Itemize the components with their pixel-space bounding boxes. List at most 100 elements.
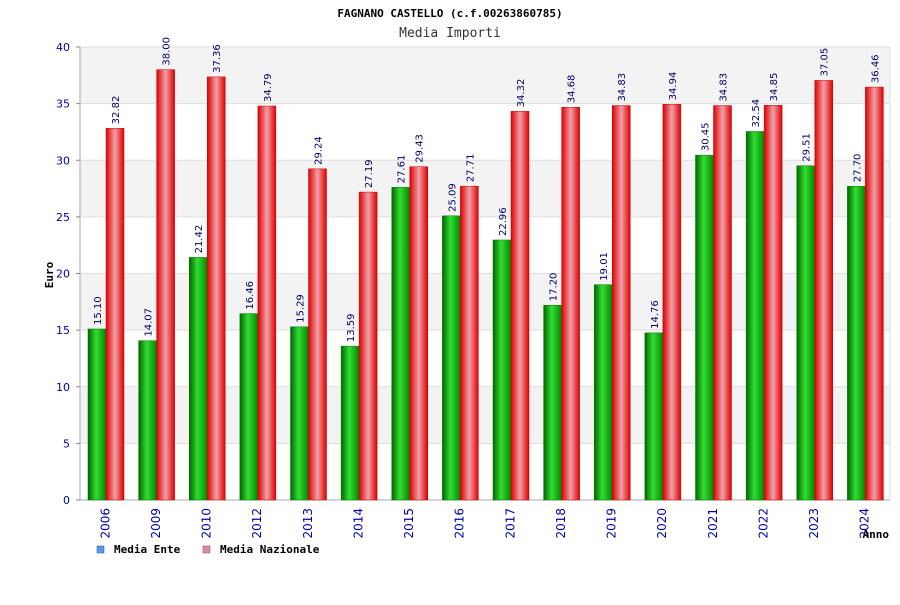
y-tick-label: 20 <box>56 268 70 281</box>
x-tick-label-2012: 2012 <box>250 508 264 539</box>
value-label-ente-2015: 27.61 <box>397 155 408 184</box>
bar-ente-2023 <box>796 165 815 501</box>
value-label-ente-2019: 19.01 <box>599 252 610 281</box>
value-label-nazionale-2020: 34.94 <box>668 72 679 101</box>
bar-ente-2009 <box>138 340 157 501</box>
value-label-ente-2006: 15.10 <box>93 296 104 325</box>
y-tick-label: 30 <box>56 154 70 167</box>
value-label-ente-2023: 29.51 <box>802 133 813 162</box>
bar-ente-2021 <box>695 154 714 501</box>
y-tick-label: 25 <box>56 211 70 224</box>
bar-nazionale-2024 <box>865 86 884 501</box>
value-label-nazionale-2006: 32.82 <box>111 96 122 125</box>
legend-swatch-media-nazionale <box>202 545 211 554</box>
value-label-nazionale-2016: 27.71 <box>465 154 476 183</box>
legend: Media Ente Media Nazionale <box>96 543 320 556</box>
bar-ente-2020 <box>644 332 664 501</box>
y-tick-label: 10 <box>56 381 70 394</box>
x-axis-label: Anno <box>863 528 890 541</box>
value-label-nazionale-2009: 38.00 <box>162 37 173 66</box>
value-labels: 15.10 32.82 14.07 38.00 21.42 37.36 16.46 34.79… <box>93 37 881 342</box>
value-label-ente-2017: 22.96 <box>498 207 509 236</box>
y-tick-label: 0 <box>63 494 70 507</box>
bar-ente-2010 <box>189 257 208 501</box>
value-label-ente-2021: 30.45 <box>701 123 712 152</box>
bar-nazionale-2012 <box>257 105 277 501</box>
y-ticks: 0 5 10 15 20 25 30 35 40 <box>56 41 80 507</box>
bar-nazionale-2023 <box>814 80 833 501</box>
bar-ente-2013 <box>290 326 309 501</box>
bar-nazionale-2006 <box>105 128 125 501</box>
bars <box>87 69 884 501</box>
x-tick-label-2020: 2020 <box>655 508 669 539</box>
value-label-nazionale-2017: 34.32 <box>516 79 527 108</box>
y-tick-label: 5 <box>63 437 70 450</box>
bar-nazionale-2016 <box>460 185 479 501</box>
x-tick-label-2023: 2023 <box>807 508 821 539</box>
x-tick-label-2013: 2013 <box>301 508 315 539</box>
value-label-nazionale-2012: 34.79 <box>263 73 274 102</box>
bar-ente-2015 <box>391 187 410 501</box>
value-label-nazionale-2015: 29.43 <box>415 134 426 163</box>
x-tick-label-2015: 2015 <box>402 508 416 539</box>
legend-swatch-media-ente <box>96 545 105 554</box>
bar-ente-2022 <box>745 131 765 501</box>
x-tick-label-2016: 2016 <box>453 508 467 539</box>
x-tick-label-2010: 2010 <box>200 508 214 539</box>
value-label-ente-2020: 14.76 <box>650 300 661 329</box>
x-tick-label-2022: 2022 <box>756 508 770 539</box>
value-label-ente-2010: 21.42 <box>194 225 205 254</box>
x-tick-label-2021: 2021 <box>706 508 720 539</box>
value-label-nazionale-2021: 34.83 <box>719 73 730 102</box>
bar-nazionale-2010 <box>207 76 226 501</box>
bar-ente-2024 <box>847 186 866 501</box>
value-label-ente-2022: 32.54 <box>751 99 762 128</box>
bar-ente-2006 <box>87 328 107 501</box>
bar-nazionale-2020 <box>662 104 682 501</box>
chart-title: FAGNANO CASTELLO (c.f.00263860785) <box>337 7 562 20</box>
bar-ente-2018 <box>543 304 562 501</box>
legend-label-media-nazionale: Media Nazionale <box>220 543 320 556</box>
bar-nazionale-2019 <box>612 105 631 501</box>
bar-nazionale-2013 <box>308 168 327 501</box>
y-axis-label: Euro <box>43 261 56 288</box>
y-tick-label: 40 <box>56 41 70 54</box>
chart-subtitle: Media Importi <box>399 26 501 41</box>
x-tick-label-2014: 2014 <box>351 508 365 539</box>
x-ticks: 2006 2009 2010 2012 2013 2014 2015 2016 2017 2018… <box>98 508 871 539</box>
legend-label-media-ente: Media Ente <box>114 543 181 556</box>
value-label-nazionale-2022: 34.85 <box>769 73 780 102</box>
x-tick-label-2018: 2018 <box>554 508 568 539</box>
value-label-ente-2018: 17.20 <box>549 273 560 302</box>
bar-ente-2014 <box>340 345 360 501</box>
y-tick-label: 35 <box>56 98 70 111</box>
x-tick-label-2024: 2024 <box>858 508 872 539</box>
bar-nazionale-2018 <box>561 106 580 501</box>
bar-ente-2019 <box>594 284 613 501</box>
value-label-ente-2012: 16.46 <box>245 281 256 310</box>
value-label-ente-2014: 13.59 <box>346 313 357 342</box>
x-tick-label-2009: 2009 <box>149 508 163 539</box>
value-label-nazionale-2019: 34.83 <box>617 73 628 102</box>
bar-nazionale-2017 <box>510 111 530 501</box>
value-label-nazionale-2013: 29.24 <box>314 136 325 165</box>
bar-ente-2017 <box>492 239 512 501</box>
x-tick-label-2006: 2006 <box>98 508 112 539</box>
value-label-nazionale-2024: 36.46 <box>870 54 881 83</box>
x-tick-label-2019: 2019 <box>605 508 619 539</box>
value-label-ente-2016: 25.09 <box>447 183 458 212</box>
bar-nazionale-2014 <box>358 191 378 501</box>
bar-ente-2012 <box>239 313 259 501</box>
bar-nazionale-2021 <box>713 105 732 501</box>
value-label-ente-2024: 27.70 <box>852 154 863 183</box>
bar-ente-2016 <box>442 215 461 501</box>
bar-nazionale-2009 <box>156 69 175 501</box>
bar-nazionale-2015 <box>409 166 428 501</box>
value-label-ente-2009: 14.07 <box>144 308 155 337</box>
bar-nazionale-2022 <box>763 105 783 501</box>
value-label-nazionale-2023: 37.05 <box>820 48 831 77</box>
value-label-ente-2013: 15.29 <box>296 294 307 323</box>
value-label-nazionale-2018: 34.68 <box>567 75 578 104</box>
